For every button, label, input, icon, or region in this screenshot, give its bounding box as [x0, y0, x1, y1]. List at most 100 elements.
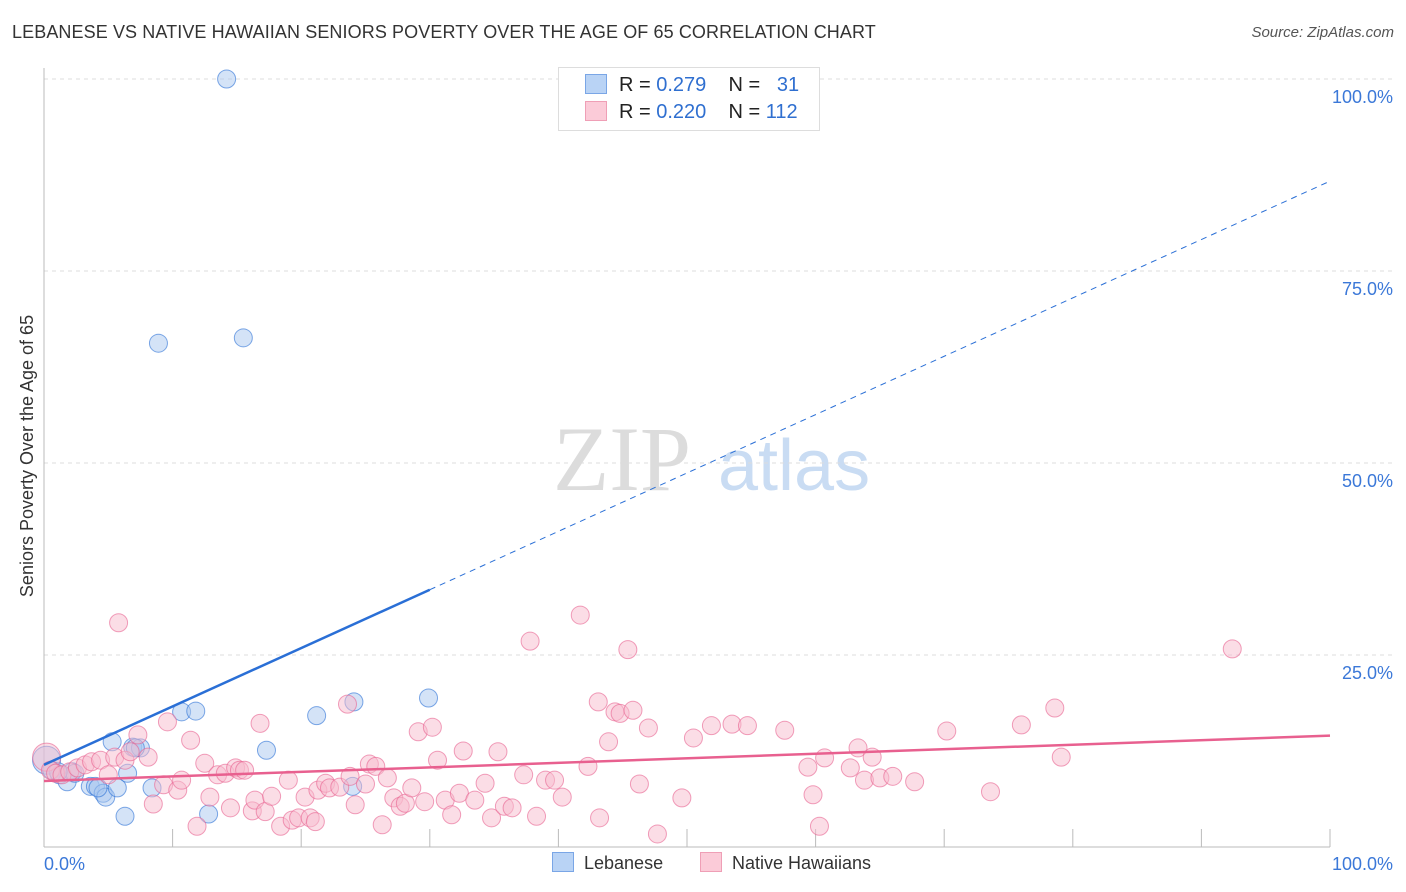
native-hawaiian-point [815, 748, 835, 768]
native-hawaiian-point [803, 785, 823, 805]
native-hawaiian-point [737, 716, 757, 736]
native-hawaiian-point [1051, 747, 1071, 767]
lebanese-point [186, 701, 206, 721]
blue-swatch-icon [585, 74, 607, 94]
native-hawaiian-point [402, 778, 422, 798]
x-tick-label: 0.0% [44, 854, 85, 874]
native-hawaiian-point [502, 798, 522, 818]
legend-row-native-hawaiians: R = 0.220 N = 112 [585, 101, 798, 124]
native-hawaiian-point [415, 792, 435, 812]
native-hawaiian-point [337, 694, 357, 714]
native-hawaiian-point [195, 753, 215, 773]
native-hawaiian-point [442, 805, 462, 825]
native-hawaiian-point [128, 725, 148, 745]
lebanese-point [307, 706, 327, 726]
native-hawaiian-point [475, 773, 495, 793]
blue-swatch-icon [552, 852, 574, 872]
native-hawaiian-point [187, 816, 207, 836]
native-hawaiian-point [356, 774, 375, 794]
native-hawaiian-point [278, 770, 298, 790]
legend-row-lebanese: R = 0.279 N = 31 [585, 74, 799, 97]
native-hawaiian-point [775, 720, 795, 740]
native-hawaiian-point [840, 758, 860, 778]
native-hawaiian-point [980, 782, 1000, 802]
native-hawaiian-point [345, 795, 365, 815]
native-hawaiian-point [453, 741, 473, 761]
native-hawaiian-point [570, 605, 590, 625]
watermark-zip: ZIP [553, 408, 691, 510]
watermark-atlas: atlas [718, 426, 870, 506]
native-hawaiian-point [200, 787, 220, 807]
native-hawaiian-point [109, 613, 129, 633]
native-hawaiian-point [372, 815, 392, 835]
native-hawaiian-point [552, 787, 572, 807]
native-hawaiian-point [157, 712, 177, 732]
y-axis-label: Seniors Poverty Over the Age of 65 [17, 315, 37, 597]
native-hawaiian-point [1011, 715, 1031, 735]
native-hawaiian-point [120, 742, 140, 762]
native-hawaiian-point [488, 742, 508, 762]
chart-title: LEBANESE VS NATIVE HAWAIIAN SENIORS POVE… [12, 22, 876, 42]
native-hawaiian-point [428, 750, 448, 770]
lebanese-point [115, 806, 135, 826]
lebanese-point [256, 740, 276, 760]
native-hawaiian-point [98, 765, 118, 785]
native-hawaiian-point [143, 794, 163, 814]
n-value: 31 [776, 74, 800, 96]
native-hawaiian-point [482, 808, 502, 828]
native-hawaiian-point [235, 760, 255, 780]
native-hawaiian-point [377, 768, 397, 788]
x-tick-label: 100.0% [1332, 854, 1393, 874]
native-hawaiian-point [527, 806, 547, 826]
native-hawaiian-point [220, 798, 240, 818]
bottom-legend-native-hawaiians: Native Hawaiians [700, 852, 871, 874]
native-hawaiian-point [545, 770, 565, 790]
n-label: N = [728, 74, 761, 96]
r-value: 0.279 [656, 74, 707, 96]
r-value: 0.220 [656, 101, 707, 123]
native-hawaiian-point [1222, 639, 1242, 659]
r-label: R = [619, 101, 651, 123]
stats-legend: R = 0.279 N = 31 R = 0.220 N = 112 [558, 67, 820, 131]
native-hawaiian-point [618, 640, 638, 660]
lebanese-point [419, 688, 439, 708]
native-hawaiian-point [514, 765, 534, 785]
native-hawaiian-point [1045, 698, 1065, 718]
native-hawaiian-point [138, 747, 158, 767]
native-hawaiian-point [340, 766, 360, 786]
lebanese-point [233, 328, 253, 348]
legend-label: Native Hawaiians [732, 853, 872, 873]
native-hawaiian-point [578, 756, 598, 776]
lebanese-point [217, 69, 237, 89]
y-tick-label: 25.0% [1342, 663, 1393, 683]
lebanese-point [148, 333, 168, 353]
native-hawaiian-point [701, 716, 721, 736]
native-hawaiian-point [590, 808, 610, 828]
native-hawaiian-trendline [43, 734, 1331, 783]
n-label: N = [728, 101, 761, 123]
native-hawaiian-point [599, 732, 619, 752]
native-hawaiian-point [465, 790, 485, 810]
y-tick-label: 50.0% [1342, 471, 1393, 491]
native-hawaiian-point [250, 713, 270, 733]
native-hawaiian-point [520, 631, 540, 651]
native-hawaiian-point [366, 756, 386, 776]
lebanese-trendline [43, 588, 431, 766]
r-label: R = [619, 74, 651, 96]
native-hawaiian-point [798, 757, 818, 777]
native-hawaiian-point [905, 772, 925, 792]
legend-label: Lebanese [584, 853, 664, 873]
native-hawaiian-point [672, 788, 692, 808]
y-tick-label: 100.0% [1332, 87, 1393, 107]
native-hawaiian-point [588, 692, 608, 712]
native-hawaiian-point [305, 812, 325, 832]
native-hawaiian-point [647, 824, 667, 844]
native-hawaiian-point [262, 786, 282, 806]
native-hawaiian-point [629, 774, 649, 794]
pink-swatch-icon [700, 852, 722, 872]
y-tick-label: 75.0% [1342, 279, 1393, 299]
native-hawaiian-point [937, 721, 957, 741]
native-hawaiian-point [623, 700, 643, 720]
